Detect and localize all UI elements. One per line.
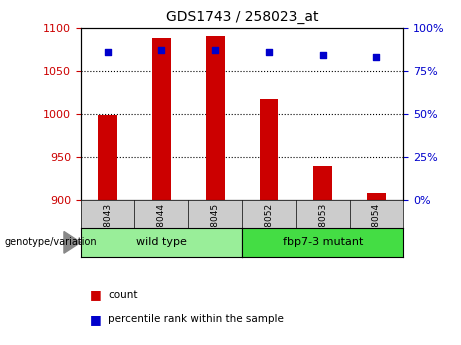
Text: ■: ■ [90,288,101,302]
Text: GSM88054: GSM88054 [372,203,381,252]
Point [373,54,380,60]
Text: GSM88044: GSM88044 [157,203,166,252]
Bar [260,99,278,200]
Text: wild type: wild type [136,237,187,247]
Bar [152,38,171,200]
Bar [206,36,225,200]
Point [265,49,272,55]
Text: GSM88043: GSM88043 [103,203,112,252]
Title: GDS1743 / 258023_at: GDS1743 / 258023_at [166,10,318,24]
Text: ■: ■ [90,313,101,326]
Point [158,47,165,53]
Text: genotype/variation: genotype/variation [5,237,97,247]
Bar [98,115,117,200]
Text: fbp7-3 mutant: fbp7-3 mutant [283,237,363,247]
Text: GSM88045: GSM88045 [211,203,219,252]
Point [319,52,326,58]
Bar [367,193,386,200]
Text: percentile rank within the sample: percentile rank within the sample [108,314,284,324]
Bar [313,166,332,200]
Point [212,47,219,53]
Text: count: count [108,290,138,300]
Point [104,49,111,55]
Polygon shape [64,231,81,253]
Text: GSM88053: GSM88053 [318,203,327,252]
Text: GSM88052: GSM88052 [265,203,273,252]
